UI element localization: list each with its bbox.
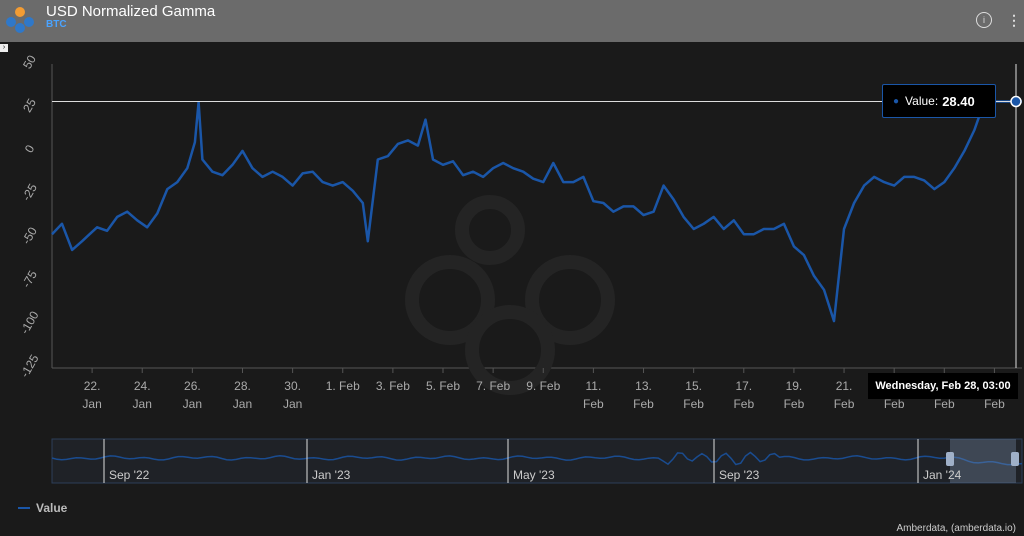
x-tick-label: 28. <box>234 379 251 393</box>
navigator-handle-right <box>1011 452 1019 466</box>
x-tick-label: 21. <box>836 379 853 393</box>
x-tick-label: 15. <box>685 379 702 393</box>
x-tick-label: 7. Feb <box>476 379 510 393</box>
x-tick-label: Jan <box>133 397 152 411</box>
hover-point-marker <box>1010 95 1022 108</box>
y-tick-label: -100 <box>17 308 41 336</box>
x-tick-label: 5. Feb <box>426 379 460 393</box>
watermark-logo <box>405 255 495 345</box>
x-tick-label: 26. <box>184 379 201 393</box>
x-tick-label: 24. <box>134 379 151 393</box>
legend-label: Value <box>36 501 68 515</box>
x-tick-label: Jan <box>283 397 302 411</box>
x-tick-label: 30. <box>284 379 301 393</box>
amberdata-logo-icon <box>6 7 34 33</box>
chart-title: USD Normalized Gamma <box>46 3 216 20</box>
x-tick-label: Jan <box>233 397 252 411</box>
x-tick-label: 17. <box>735 379 752 393</box>
x-tick-label: 22. <box>84 379 101 393</box>
navigator-label: Sep '22 <box>109 468 150 482</box>
x-tick-label: 13. <box>635 379 652 393</box>
x-tick-label: Feb <box>884 397 905 411</box>
y-tick-label: 25 <box>20 96 39 115</box>
navigator-label: Sep '23 <box>719 468 760 482</box>
navigator-label: Jan '24 <box>923 468 962 482</box>
x-tick-label: 19. <box>786 379 803 393</box>
date-tooltip: Wednesday, Feb 28, 03:00 <box>868 373 1018 399</box>
x-tick-label: Feb <box>834 397 855 411</box>
navigator-selection <box>950 439 1016 483</box>
tooltip-value: 28.40 <box>942 93 975 109</box>
x-tick-label: 3. Feb <box>376 379 410 393</box>
x-tick-label: 11. <box>585 379 601 393</box>
y-tick-label: -50 <box>19 224 40 246</box>
navigator-series-line <box>51 451 1023 466</box>
y-tick-label: 0 <box>22 142 38 155</box>
chart-header: USD Normalized Gamma BTC i ⋮ <box>0 0 1024 42</box>
x-tick-label: Jan <box>82 397 101 411</box>
x-tick-label: Feb <box>733 397 754 411</box>
tooltip-dot-icon: ● <box>893 95 900 107</box>
x-tick-label: 1. Feb <box>326 379 360 393</box>
y-tick-label: -25 <box>19 181 40 203</box>
credits-link[interactable]: Amberdata, (amberdata.io) <box>896 523 1016 534</box>
legend-swatch <box>18 507 30 509</box>
more-vertical-icon[interactable]: ⋮ <box>1007 11 1021 28</box>
info-icon[interactable]: i <box>976 12 992 28</box>
y-tick-label: -75 <box>19 268 40 290</box>
navigator-background <box>51 438 1023 484</box>
chevron-right-icon[interactable]: › <box>0 44 8 52</box>
chart-subtitle: BTC <box>46 19 67 30</box>
watermark-logo <box>455 195 525 265</box>
watermark-logo <box>465 305 555 395</box>
x-tick-label: 9. Feb <box>526 379 560 393</box>
navigator-label: May '23 <box>513 468 555 482</box>
legend-item-value[interactable]: Value <box>18 501 67 515</box>
x-tick-label: Feb <box>683 397 704 411</box>
tooltip-label: Value: <box>905 94 939 108</box>
x-tick-label: Feb <box>784 397 805 411</box>
x-tick-label: Jan <box>183 397 202 411</box>
x-tick-label: Feb <box>583 397 604 411</box>
series-line-value <box>51 100 1022 323</box>
navigator-label: Jan '23 <box>312 468 351 482</box>
value-tooltip: ● Value: 28.40 <box>882 84 996 118</box>
y-tick-label: 50 <box>20 52 39 71</box>
y-tick-label: -125 <box>17 352 41 380</box>
x-tick-label: Feb <box>934 397 955 411</box>
x-tick-label: Feb <box>984 397 1005 411</box>
navigator-handle-left <box>946 452 954 466</box>
x-tick-label: Feb <box>633 397 654 411</box>
watermark-logo <box>525 255 615 345</box>
